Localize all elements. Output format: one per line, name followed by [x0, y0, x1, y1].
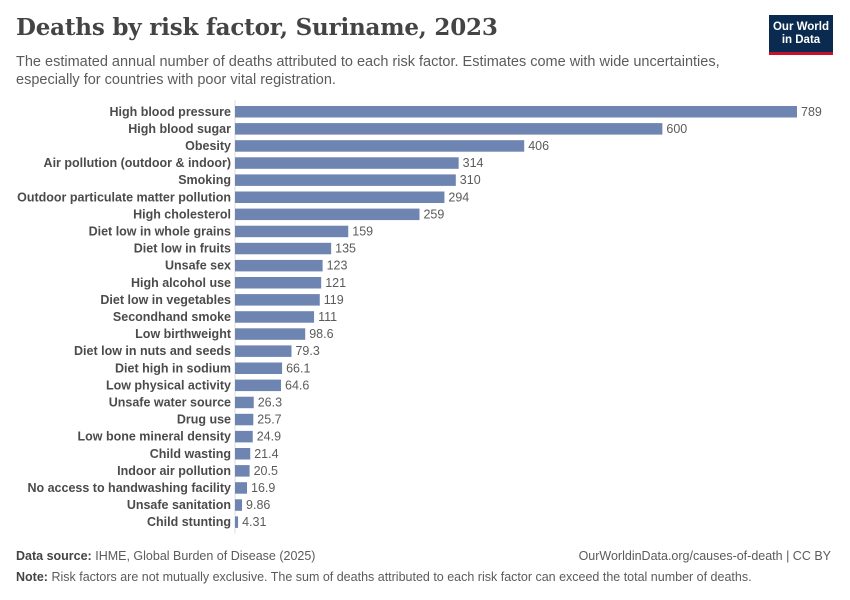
bar[interactable] — [235, 396, 254, 409]
category-label: Low bone mineral density — [78, 430, 232, 444]
value-label: 79.3 — [295, 344, 319, 358]
value-label: 119 — [324, 293, 344, 307]
value-label: 123 — [327, 259, 348, 273]
value-label: 25.7 — [257, 413, 281, 427]
bar[interactable] — [235, 225, 349, 238]
bar[interactable] — [235, 465, 250, 477]
category-label: Outdoor particulate matter pollution — [17, 190, 231, 204]
category-label: High blood pressure — [109, 105, 231, 119]
data-source-label: Data source: — [16, 549, 92, 563]
bar[interactable] — [235, 294, 320, 306]
value-label: 24.9 — [257, 430, 281, 444]
value-label: 66.1 — [286, 361, 310, 375]
value-label: 789 — [801, 105, 822, 119]
bar[interactable] — [235, 174, 456, 186]
value-label: 16.9 — [251, 481, 275, 495]
note-label: Note: — [16, 570, 48, 584]
category-label: No access to handwashing facility — [27, 481, 231, 495]
value-label: 121 — [325, 276, 346, 290]
bar[interactable] — [235, 208, 420, 221]
category-label: Obesity — [185, 139, 231, 153]
category-label: Unsafe water source — [109, 395, 231, 409]
value-label: 98.6 — [309, 327, 333, 341]
bar[interactable] — [235, 516, 239, 528]
value-label: 259 — [423, 207, 444, 221]
category-label: Child wasting — [150, 447, 231, 461]
note-text: Risk factors are not mutually exclusive.… — [51, 570, 752, 584]
category-label: Smoking — [178, 173, 231, 187]
category-label: High alcohol use — [131, 276, 231, 290]
category-label: Diet low in vegetables — [100, 293, 231, 307]
owid-logo[interactable]: Our World in Data — [769, 15, 833, 55]
chart-note: Note: Risk factors are not mutually excl… — [16, 570, 752, 584]
bar[interactable] — [235, 259, 323, 272]
category-label: Diet low in fruits — [134, 242, 231, 256]
category-label: High blood sugar — [128, 122, 231, 136]
logo-line-2: in Data — [781, 33, 821, 46]
category-label: Indoor air pollution — [117, 464, 231, 478]
category-label: Child stunting — [147, 515, 231, 529]
category-label: Air pollution (outdoor & indoor) — [44, 156, 231, 170]
value-label: 135 — [335, 242, 356, 256]
bar[interactable] — [235, 157, 459, 169]
bar[interactable] — [235, 482, 248, 494]
source-url[interactable]: OurWorldinData.org/causes-of-death | CC … — [578, 549, 831, 563]
value-label: 310 — [460, 173, 481, 187]
value-label: 406 — [528, 139, 549, 153]
value-label: 21.4 — [254, 447, 278, 461]
bar[interactable] — [235, 140, 525, 152]
category-label: Unsafe sanitation — [127, 498, 231, 512]
bar[interactable] — [235, 277, 322, 289]
bar[interactable] — [235, 430, 253, 443]
bar[interactable] — [235, 328, 306, 340]
category-label: High cholesterol — [133, 207, 231, 221]
value-label: 111 — [318, 310, 337, 324]
value-label: 159 — [352, 224, 373, 238]
category-label: Secondhand smoke — [113, 310, 231, 324]
category-label: Diet low in whole grains — [89, 224, 231, 238]
category-label: Diet high in sodium — [115, 361, 231, 375]
value-label: 600 — [666, 122, 687, 136]
value-label: 4.31 — [242, 515, 266, 529]
bar[interactable] — [235, 413, 254, 426]
bar[interactable] — [235, 106, 797, 118]
value-label: 20.5 — [254, 464, 278, 478]
value-label: 26.3 — [258, 395, 282, 409]
chart-title: Deaths by risk factor, Suriname, 2023 — [16, 14, 498, 41]
category-label: Low birthweight — [135, 327, 232, 341]
category-label: Low physical activity — [106, 378, 231, 392]
bar[interactable] — [235, 362, 283, 375]
value-label: 64.6 — [285, 378, 309, 392]
bar[interactable] — [235, 345, 292, 357]
bar[interactable] — [235, 242, 332, 255]
bar[interactable] — [235, 191, 445, 204]
category-label: Unsafe sex — [165, 259, 231, 273]
value-label: 9.86 — [246, 498, 270, 512]
logo-line-1: Our World — [772, 20, 829, 33]
bar-chart: High blood pressure 789 High blood sugar 60… — [17, 100, 822, 534]
bar[interactable] — [235, 499, 243, 511]
data-source-text[interactable]: IHME, Global Burden of Disease (2025) — [95, 549, 316, 563]
bar[interactable] — [235, 123, 663, 135]
value-label: 314 — [463, 156, 484, 170]
bar[interactable] — [235, 379, 282, 392]
data-source: Data source: IHME, Global Burden of Dise… — [16, 549, 315, 563]
chart-subtitle: The estimated annual number of deaths at… — [16, 54, 720, 88]
bar[interactable] — [235, 311, 315, 323]
category-label: Diet low in nuts and seeds — [74, 344, 231, 358]
category-label: Drug use — [177, 413, 231, 427]
bar[interactable] — [235, 448, 251, 460]
value-label: 294 — [448, 190, 469, 204]
